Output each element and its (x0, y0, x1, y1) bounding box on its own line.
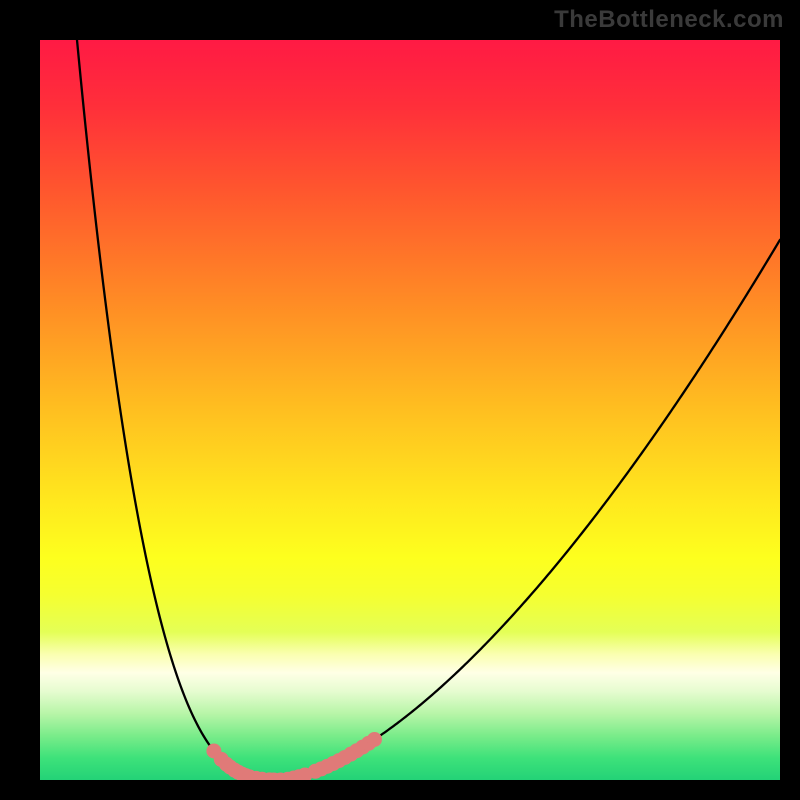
watermark-text: TheBottleneck.com (554, 6, 784, 34)
gradient-background (40, 40, 780, 780)
marker-dot (367, 732, 382, 747)
chart-container: TheBottleneck.com (0, 0, 800, 800)
plot-svg (40, 40, 780, 780)
plot-area (40, 40, 780, 780)
